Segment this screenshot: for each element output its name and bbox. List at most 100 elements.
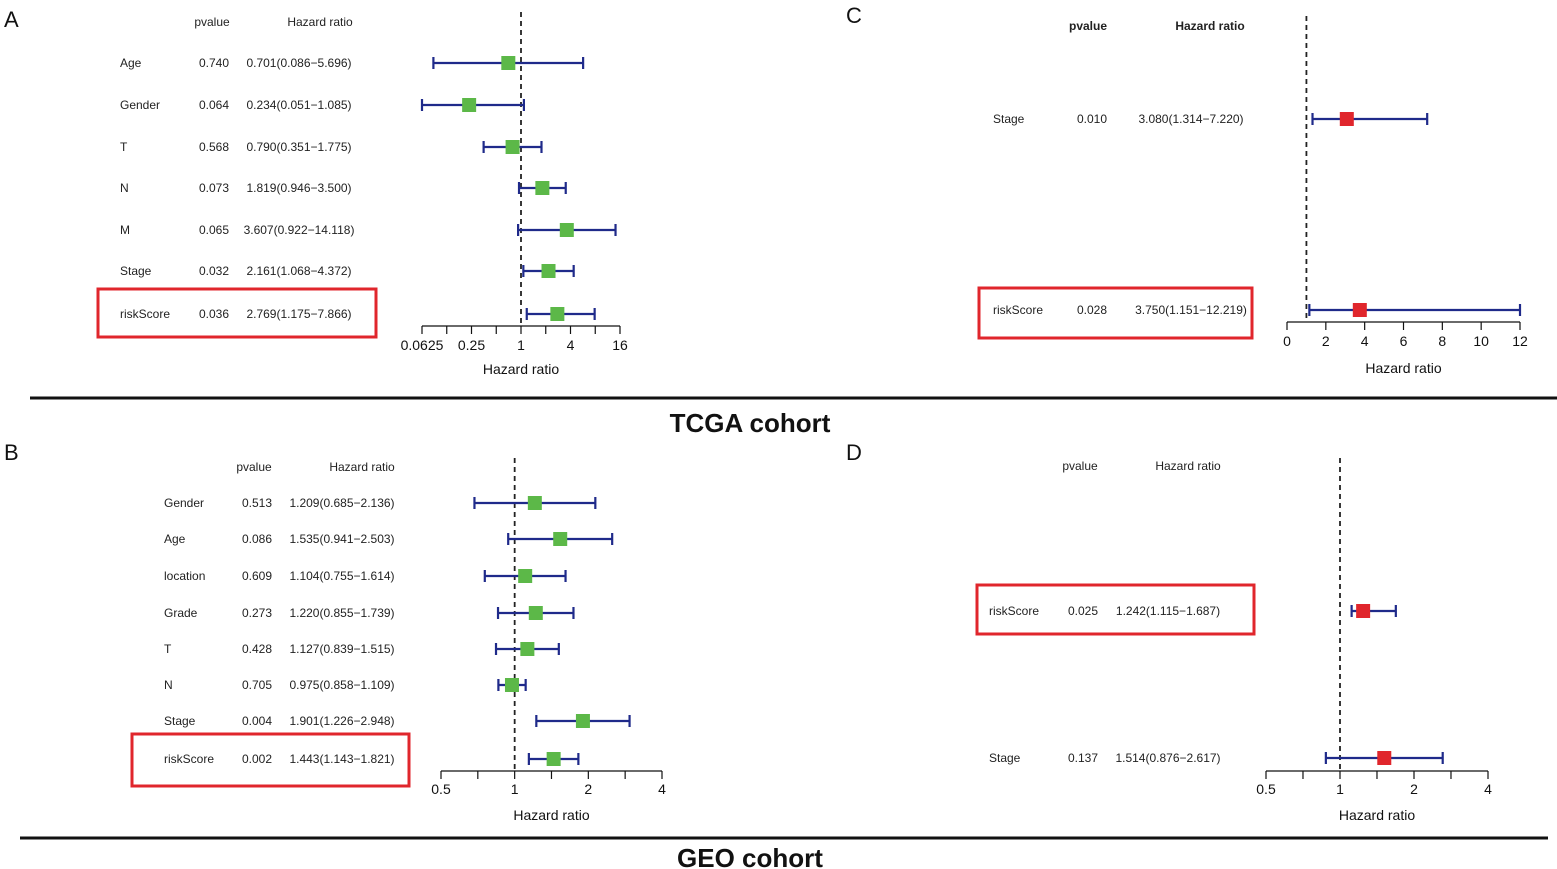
- panel-c-pvalue-riskscore: 0.028: [1077, 303, 1107, 317]
- panel-b-pvalue-n: 0.705: [242, 678, 272, 692]
- panel-b-point-n: [504, 678, 519, 692]
- panel-a-pvalue-m: 0.065: [199, 223, 229, 237]
- panel-b-label-t: T: [164, 642, 172, 656]
- geo-cohort-title: GEO cohort: [677, 843, 823, 869]
- panel-c-x-axis-title: Hazard ratio: [1365, 360, 1441, 376]
- panel-a-hr-text-n: 1.819(0.946−3.500): [246, 181, 351, 195]
- panel-c-header-hazard-ratio: Hazard ratio: [1175, 19, 1244, 33]
- panel-b-header-pvalue: pvalue: [236, 460, 272, 474]
- panel-b-hr-text-t: 1.127(0.839−1.515): [289, 642, 394, 656]
- panel-c-highlight-box: [977, 286, 1254, 340]
- panel-a-pvalue-n: 0.073: [199, 181, 229, 195]
- panel-b-label-grade: Grade: [164, 606, 198, 620]
- panel-c-label-riskscore: riskScore: [993, 303, 1043, 317]
- panel-a-label-m: M: [120, 223, 130, 237]
- panel-a-pvalue-riskscore: 0.036: [199, 307, 229, 321]
- panel-a-hr-text-stage: 2.161(1.068−4.372): [246, 264, 351, 278]
- panel-a-point-gender: [462, 98, 477, 112]
- panel-a-hr-text-age: 0.701(0.086−5.696): [246, 56, 351, 70]
- panel-b-pvalue-t: 0.428: [242, 642, 272, 656]
- panel-c-letter: C: [846, 3, 862, 28]
- panel-b-tick-label-0: 0.5: [431, 781, 451, 797]
- panel-b-label-age: Age: [164, 532, 186, 546]
- panel-c-tick-label-3: 6: [1400, 333, 1408, 349]
- panel-b-tick-label-2: 2: [584, 781, 592, 797]
- panel-d-point-stage: [1377, 751, 1392, 765]
- panel-b-label-stage: Stage: [164, 714, 196, 728]
- panel-a-tick-label-4: 16: [612, 337, 628, 353]
- panel-b-point-location: [518, 569, 533, 583]
- panel-a-point-stage: [541, 264, 556, 278]
- panel-a-tick-label-0: 0.0625: [401, 337, 444, 353]
- panel-b-tick-label-3: 4: [658, 781, 666, 797]
- panel-b-header-hazard-ratio: Hazard ratio: [329, 460, 395, 474]
- panel-c-label-stage: Stage: [993, 112, 1025, 126]
- panel-b-label-location: location: [164, 569, 205, 583]
- panel-a-point-t: [505, 140, 520, 154]
- panel-b-point-gender: [527, 496, 542, 510]
- panel-a-hr-text-m: 3.607(0.922−14.118): [244, 223, 355, 237]
- panel-a-point-riskscore: [550, 307, 565, 321]
- panel-b-hr-text-location: 1.104(0.755−1.614): [289, 569, 394, 583]
- panel-a-pvalue-t: 0.568: [199, 140, 229, 154]
- panel-a-letter: A: [4, 7, 19, 32]
- panel-c-tick-label-2: 4: [1361, 333, 1369, 349]
- panel-a-tick-label-3: 4: [567, 337, 575, 353]
- panel-d-x-axis-title: Hazard ratio: [1339, 807, 1415, 823]
- panel-b-label-riskscore: riskScore: [164, 752, 214, 766]
- panel-c-tick-label-0: 0: [1283, 333, 1291, 349]
- panel-a-pvalue-gender: 0.064: [199, 98, 229, 112]
- panel-d-pvalue-riskscore: 0.025: [1068, 604, 1098, 618]
- panel-c-point-riskscore: [1352, 303, 1367, 317]
- panel-a-hr-text-t: 0.790(0.351−1.775): [246, 140, 351, 154]
- panel-c-hr-text-stage: 3.080(1.314−7.220): [1138, 112, 1243, 126]
- panel-b-point-age: [553, 532, 568, 546]
- panel-a-hr-text-riskscore: 2.769(1.175−7.866): [246, 307, 351, 321]
- panel-d-tick-label-1: 1: [1336, 781, 1344, 797]
- panel-a-label-gender: Gender: [120, 98, 160, 112]
- panel-d-hr-text-riskscore: 1.242(1.115−1.687): [1116, 604, 1220, 618]
- panel-c-tick-label-4: 8: [1438, 333, 1446, 349]
- panel-a-hr-text-gender: 0.234(0.051−1.085): [246, 98, 351, 112]
- panel-b-hr-text-riskscore: 1.443(1.143−1.821): [289, 752, 394, 766]
- panel-a-header-hazard-ratio: Hazard ratio: [287, 15, 353, 29]
- panel-b-highlight-box: [130, 732, 411, 788]
- panel-d-header-hazard-ratio: Hazard ratio: [1155, 459, 1221, 473]
- panel-d-point-riskscore: [1356, 604, 1371, 618]
- panel-b-point-t: [520, 642, 535, 656]
- panel-a-header-pvalue: pvalue: [194, 15, 230, 29]
- panel-d-letter: D: [846, 440, 862, 465]
- panel-b-label-n: N: [164, 678, 173, 692]
- panel-b-x-axis-title: Hazard ratio: [513, 807, 589, 823]
- panel-d-label-riskscore: riskScore: [989, 604, 1039, 618]
- panel-a-point-n: [535, 181, 550, 195]
- panel-d-tick-label-3: 4: [1484, 781, 1492, 797]
- panel-c-tick-label-5: 10: [1473, 333, 1489, 349]
- panel-b-hr-text-n: 0.975(0.858−1.109): [289, 678, 394, 692]
- panel-c-hr-text-riskscore: 3.750(1.151−12.219): [1135, 303, 1247, 317]
- panel-b-tick-label-1: 1: [511, 781, 519, 797]
- panel-a-label-stage: Stage: [120, 264, 152, 278]
- panel-d-tick-label-2: 2: [1410, 781, 1418, 797]
- panel-a-pvalue-age: 0.740: [199, 56, 229, 70]
- panel-b-letter: B: [4, 440, 19, 465]
- panel-b-pvalue-grade: 0.273: [242, 606, 272, 620]
- panel-c-header-pvalue: pvalue: [1069, 19, 1107, 33]
- panel-b-point-stage: [575, 714, 590, 728]
- panel-d-highlight-box: [975, 583, 1256, 636]
- panel-a-label-t: T: [120, 140, 128, 154]
- panel-a-tick-label-2: 1: [517, 337, 525, 353]
- panel-d-pvalue-stage: 0.137: [1068, 751, 1098, 765]
- panel-b-pvalue-riskscore: 0.002: [242, 752, 272, 766]
- panel-b-pvalue-stage: 0.004: [242, 714, 272, 728]
- panel-a-highlight-box: [96, 287, 378, 339]
- panel-b-pvalue-location: 0.609: [242, 569, 272, 583]
- panel-d-hr-text-stage: 1.514(0.876−2.617): [1115, 751, 1220, 765]
- panel-a-label-riskscore: riskScore: [120, 307, 170, 321]
- panel-b-hr-text-grade: 1.220(0.855−1.739): [289, 606, 394, 620]
- panel-b-hr-text-stage: 1.901(1.226−2.948): [289, 714, 394, 728]
- panel-a-point-age: [501, 56, 516, 70]
- panel-c-point-stage: [1339, 112, 1354, 126]
- panel-b-point-grade: [528, 606, 543, 620]
